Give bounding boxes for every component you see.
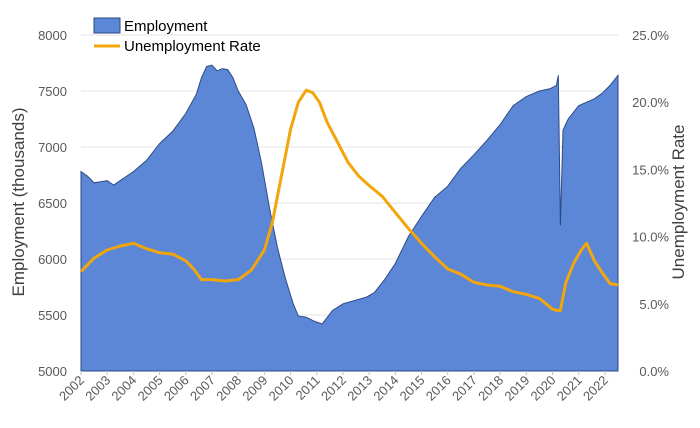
y-tick-label: 6000 xyxy=(38,252,67,267)
x-tick-label: 2010 xyxy=(266,373,297,404)
x-tick-label: 2006 xyxy=(161,373,192,404)
x-tick-label: 2009 xyxy=(239,373,270,404)
x-tick-label: 2007 xyxy=(187,373,218,404)
x-tick-label: 2022 xyxy=(580,373,611,404)
right-axis-title: Unemployment Rate xyxy=(669,125,688,280)
x-tick-label: 2020 xyxy=(528,373,559,404)
left-axis-title: Employment (thousands) xyxy=(9,108,28,297)
legend-employment-swatch xyxy=(93,17,121,34)
x-tick-label: 2008 xyxy=(213,373,244,404)
x-tick-label: 2005 xyxy=(135,373,166,404)
x-axis-ticks: 2002200320042005200620072008200920102011… xyxy=(56,371,611,404)
x-tick-label: 2012 xyxy=(318,373,349,404)
y-tick-label: 8000 xyxy=(38,28,67,43)
x-tick-label: 2003 xyxy=(82,373,113,404)
y-tick-label: 5500 xyxy=(38,308,67,323)
y-tick-label: 7500 xyxy=(38,84,67,99)
x-tick-label: 2018 xyxy=(475,373,506,404)
unemployment-rate-line xyxy=(79,88,619,312)
y2-tick-label: 15.0% xyxy=(632,162,669,177)
y2-tick-label: 20.0% xyxy=(632,95,669,110)
y2-tick-label: 25.0% xyxy=(632,28,669,43)
left-axis-ticks: 5000 5500 6000 6500 7000 7500 8000 xyxy=(38,28,67,379)
y-tick-label: 5000 xyxy=(38,364,67,379)
y-tick-label: 6500 xyxy=(38,196,67,211)
legend-unemployment-label: Unemployment Rate xyxy=(124,38,261,55)
x-tick-label: 2017 xyxy=(449,373,480,404)
y2-tick-label: 10.0% xyxy=(632,230,669,245)
y2-tick-label: 5.0% xyxy=(639,297,669,312)
x-tick-label: 2016 xyxy=(423,373,454,404)
employment-area xyxy=(80,64,619,372)
x-tick-label: 2021 xyxy=(554,373,585,404)
y-tick-label: 7000 xyxy=(38,140,67,155)
x-tick-label: 2013 xyxy=(344,373,375,404)
x-tick-label: 2004 xyxy=(108,373,139,404)
legend: Employment Unemployment Rate xyxy=(93,17,261,55)
y2-tick-label: 0.0% xyxy=(639,364,669,379)
x-tick-label: 2014 xyxy=(370,373,401,404)
x-tick-label: 2011 xyxy=(292,373,322,403)
right-axis-ticks: 0.0% 5.0% 10.0% 15.0% 20.0% 25.0% xyxy=(632,28,669,379)
x-tick-label: 2019 xyxy=(501,373,532,404)
x-tick-label: 2015 xyxy=(397,373,428,404)
legend-employment-label: Employment xyxy=(124,18,208,35)
